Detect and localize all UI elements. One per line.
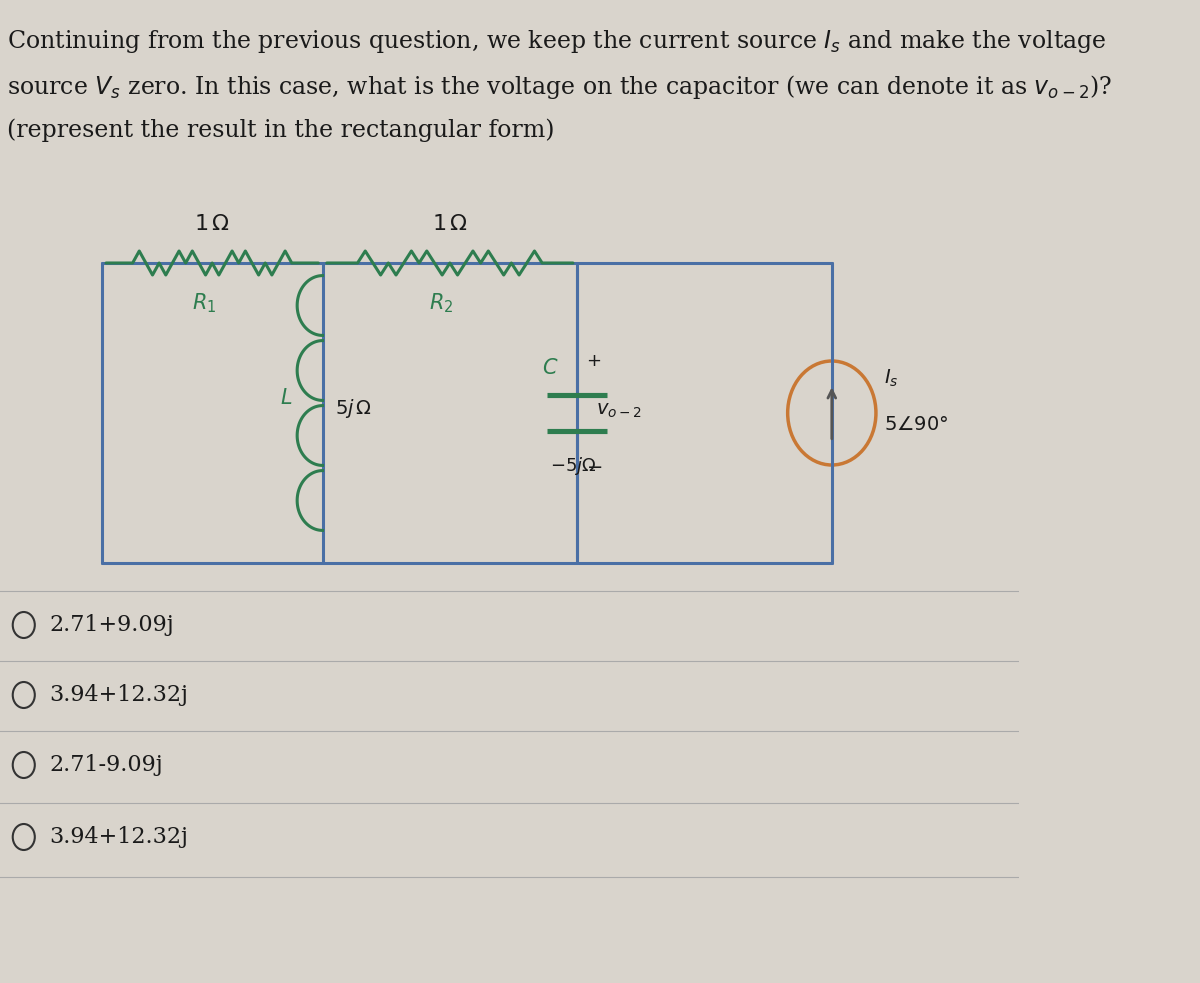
Text: (represent the result in the rectangular form): (represent the result in the rectangular… bbox=[7, 118, 554, 142]
Text: $R_2$: $R_2$ bbox=[430, 291, 454, 315]
Text: $5\angle90°$: $5\angle90°$ bbox=[884, 416, 949, 434]
Text: 2.71+9.09j: 2.71+9.09j bbox=[49, 614, 174, 636]
Text: $5j\,\Omega$: $5j\,\Omega$ bbox=[335, 396, 372, 420]
Text: 2.71-9.09j: 2.71-9.09j bbox=[49, 754, 163, 776]
Text: $-5j\Omega$: $-5j\Omega$ bbox=[550, 455, 596, 477]
Text: $R_1$: $R_1$ bbox=[192, 291, 216, 315]
Text: $v_{o-2}$: $v_{o-2}$ bbox=[596, 402, 642, 420]
Text: 3.94+12.32j: 3.94+12.32j bbox=[49, 684, 188, 706]
Text: source $V_s$ zero. In this case, what is the voltage on the capacitor (we can de: source $V_s$ zero. In this case, what is… bbox=[7, 73, 1112, 101]
Text: $C$: $C$ bbox=[541, 358, 558, 378]
Text: $+$: $+$ bbox=[586, 352, 601, 370]
Text: $1\,\Omega$: $1\,\Omega$ bbox=[432, 213, 468, 235]
Text: 3.94+12.32j: 3.94+12.32j bbox=[49, 826, 188, 848]
Text: $I_s$: $I_s$ bbox=[884, 368, 899, 388]
Text: Continuing from the previous question, we keep the current source $I_s$ and make: Continuing from the previous question, w… bbox=[7, 28, 1106, 55]
Text: $1\,\Omega$: $1\,\Omega$ bbox=[194, 213, 230, 235]
Text: $L$: $L$ bbox=[281, 388, 293, 408]
Text: $-$: $-$ bbox=[586, 455, 602, 475]
